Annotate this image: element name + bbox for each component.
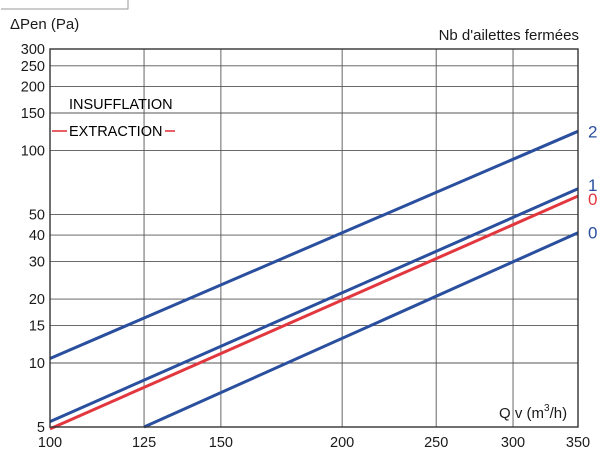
y-tick-label: 5	[37, 420, 45, 436]
tick-labels: 100 125 150 200 250 300 3505101520304050100150…	[21, 42, 598, 451]
series-label-insufflation-0: 0	[588, 224, 597, 243]
y-tick-label: 100	[21, 143, 45, 159]
legend-entry-insufflation: INSUFFLATION	[69, 97, 173, 113]
x-tick-label: 100	[38, 435, 62, 451]
y-tick-label: 15	[29, 319, 45, 335]
x-tick-label: 150	[209, 435, 233, 451]
corner-frame	[1, 0, 129, 10]
series-line-extraction-0	[49, 194, 579, 431]
y-tick-label: 150	[21, 106, 45, 122]
y-tick-label: 300	[21, 42, 45, 58]
y-tick-label: 10	[29, 356, 45, 372]
series-label-insufflation-1: 1	[588, 176, 597, 195]
y-tick-label: 40	[29, 228, 45, 244]
y-axis-label: ΔPen (Pa)	[10, 16, 79, 33]
x-axis-label-sup: 3	[544, 403, 550, 414]
x-tick-label: 250	[424, 435, 448, 451]
legend-entry-extraction: EXTRACTION	[69, 124, 162, 140]
y-tick-label: 250	[21, 59, 45, 75]
series-label-extraction-0: 0	[588, 190, 597, 209]
x-axis-label: Q v (m3/h)	[499, 403, 567, 422]
y-tick-label: 30	[29, 255, 45, 271]
y-tick-label: 20	[29, 292, 45, 308]
x-axis-label-main: Q v (m	[499, 405, 544, 422]
series-line-insufflation-0	[143, 231, 579, 429]
x-tick-label: 300	[501, 435, 525, 451]
series-label-insufflation-2: 2	[588, 122, 597, 141]
x-tick-label: 350	[566, 435, 590, 451]
plot-frame	[49, 48, 579, 428]
y-tick-label: 200	[21, 79, 45, 95]
x-tick-label: 125	[132, 435, 156, 451]
grid	[50, 49, 578, 427]
x-tick-label: 200	[330, 435, 354, 451]
x-axis-label-tail: /h)	[550, 405, 568, 422]
series-line-insufflation-1	[49, 187, 579, 423]
legend: INSUFFLATION EXTRACTION	[52, 97, 175, 140]
series-lines	[49, 129, 579, 431]
legend-title: Nb d'ailettes fermées	[439, 27, 579, 44]
y-tick-label: 50	[29, 207, 45, 223]
series-line-insufflation-2	[49, 129, 579, 360]
